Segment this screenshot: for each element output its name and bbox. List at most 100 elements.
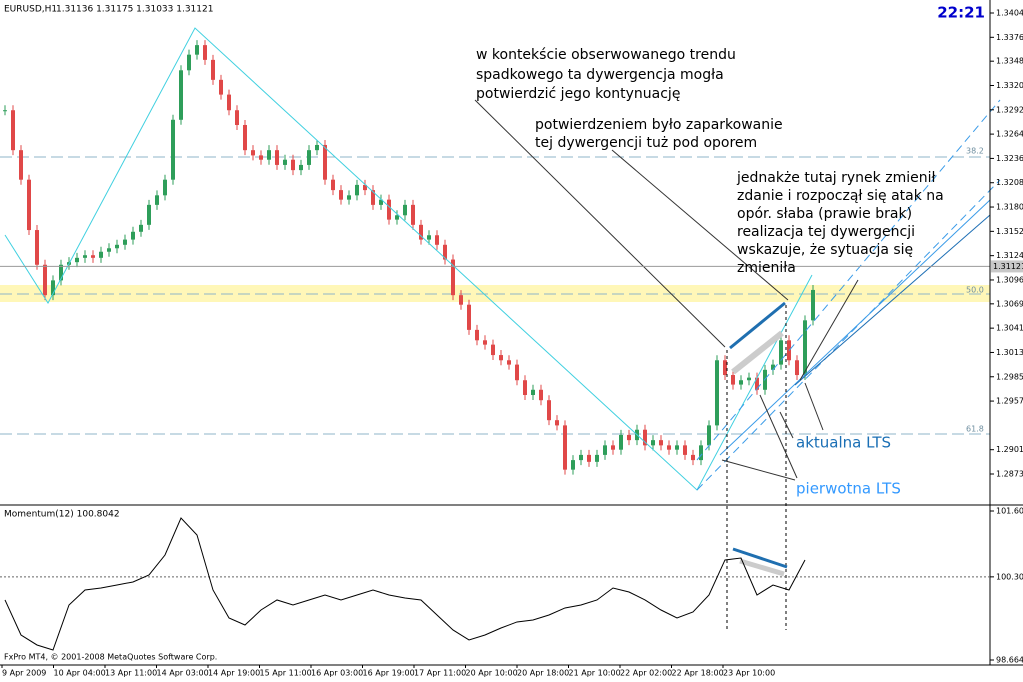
time-label: 16 Apr 03:00 <box>311 669 363 678</box>
candle-body <box>419 224 423 240</box>
candle-body <box>331 179 335 191</box>
candle-body <box>51 280 55 296</box>
candle-body <box>715 360 719 426</box>
divergence-line <box>729 301 786 350</box>
momentum-axis-label: 100.3048 <box>996 572 1023 581</box>
momentum-axis-label: 98.6648 <box>996 656 1023 665</box>
candle-body <box>315 144 319 151</box>
candle-body <box>195 45 199 55</box>
candle-body <box>307 150 311 165</box>
zigzag <box>4 27 813 491</box>
time-label: 14 Apr 19:00 <box>208 669 260 678</box>
candle-body <box>35 230 39 265</box>
candle-body <box>555 420 559 426</box>
candle-body <box>467 304 471 330</box>
candle-body <box>811 289 815 321</box>
time-label: 20 Apr 18:00 <box>517 669 569 678</box>
candle-body <box>267 150 271 160</box>
candle-body <box>27 179 31 231</box>
price-label: 1.32645 <box>996 130 1023 139</box>
candle-body <box>75 257 79 263</box>
candle-body <box>435 235 439 245</box>
candle-body <box>579 454 583 461</box>
candle-body <box>587 454 591 462</box>
price-label: 1.30130 <box>996 348 1023 357</box>
momentum-axis-label: 101.6040 <box>996 507 1023 516</box>
candle-body <box>483 340 487 345</box>
candle-body <box>179 70 183 120</box>
time-label: 15 Apr 11:00 <box>260 669 312 678</box>
annotation: w kontekście obserwowanego trendu <box>476 47 736 63</box>
price-label: 1.31805 <box>996 203 1023 212</box>
price-label: 1.29850 <box>996 372 1023 381</box>
candle-body <box>123 239 127 245</box>
candle-body <box>723 360 727 376</box>
candle-body <box>203 45 207 60</box>
annotation: potwierdzić jego kontynuację <box>476 86 680 102</box>
candle-body <box>803 320 807 376</box>
candle-body <box>683 445 687 455</box>
candle-body <box>155 195 159 205</box>
time-label: 13 Apr 11:00 <box>105 669 157 678</box>
fibo-label: 38.2 <box>966 147 984 156</box>
current-price-label: 1.31121 <box>993 262 1023 271</box>
time-label: 23 Apr 10:00 <box>723 669 775 678</box>
price-label: 1.33760 <box>996 33 1023 42</box>
candle-body <box>139 224 143 232</box>
candle-body <box>107 248 111 252</box>
candle-body <box>339 190 343 200</box>
price-label: 1.30690 <box>996 299 1023 308</box>
candle-body <box>563 425 567 470</box>
annotation: potwierdzeniem było zaparkowanie <box>535 117 783 133</box>
candle-body <box>739 380 743 385</box>
candle-body <box>235 110 239 125</box>
candle-body <box>667 445 671 450</box>
annotation: aktualna LTS <box>796 434 891 452</box>
price-label: 1.32925 <box>996 105 1023 114</box>
clock: 22:21 <box>937 4 985 22</box>
price-label: 1.30965 <box>996 275 1023 284</box>
annotation: realizacja tej dywergencji <box>737 224 915 240</box>
time-label: 22 Apr 18:00 <box>672 669 724 678</box>
candle-body <box>499 355 503 361</box>
lts-line <box>794 214 991 386</box>
candle-body <box>443 244 447 260</box>
divergence-shade <box>731 330 784 375</box>
candle-body <box>355 184 359 196</box>
annotation: tej dywergencji tuż pod oporem <box>535 135 757 151</box>
time-label: 20 Apr 10:00 <box>466 669 518 678</box>
price-label: 1.30410 <box>996 324 1023 333</box>
candle-body <box>59 264 63 281</box>
momentum-label: Momentum(12) 100.8042 <box>4 510 120 520</box>
candle-body <box>451 259 455 296</box>
candle-body <box>3 110 7 112</box>
candle-body <box>491 344 495 356</box>
candle-body <box>219 79 223 95</box>
candle-body <box>675 445 679 450</box>
candle-body <box>547 400 551 421</box>
candle-body <box>531 389 535 395</box>
quotes: 1.31136 1.31175 1.31033 1.31121 <box>56 5 213 15</box>
footer: FxPro MT4, © 2001-2008 MetaQuotes Softwa… <box>4 653 217 662</box>
candle-body <box>211 59 215 80</box>
candle-body <box>251 150 255 156</box>
candle-body <box>795 360 799 376</box>
candle-body <box>283 159 287 165</box>
momentum-line <box>4 517 806 651</box>
candle-body <box>91 255 95 258</box>
current-price-box <box>991 260 1023 273</box>
candle-body <box>539 389 543 401</box>
candle-body <box>731 375 735 385</box>
candle-body <box>651 440 655 446</box>
time-label: 16 Apr 19:00 <box>363 669 415 678</box>
candle-body <box>515 364 519 381</box>
candle-body <box>387 199 391 220</box>
candle-body <box>347 195 351 200</box>
candle-body <box>747 377 751 381</box>
time-label: 10 Apr 04:00 <box>54 669 106 678</box>
candle-body <box>779 340 783 365</box>
candle-body <box>611 445 615 450</box>
candle-body <box>291 159 295 171</box>
candle-body <box>395 215 399 220</box>
